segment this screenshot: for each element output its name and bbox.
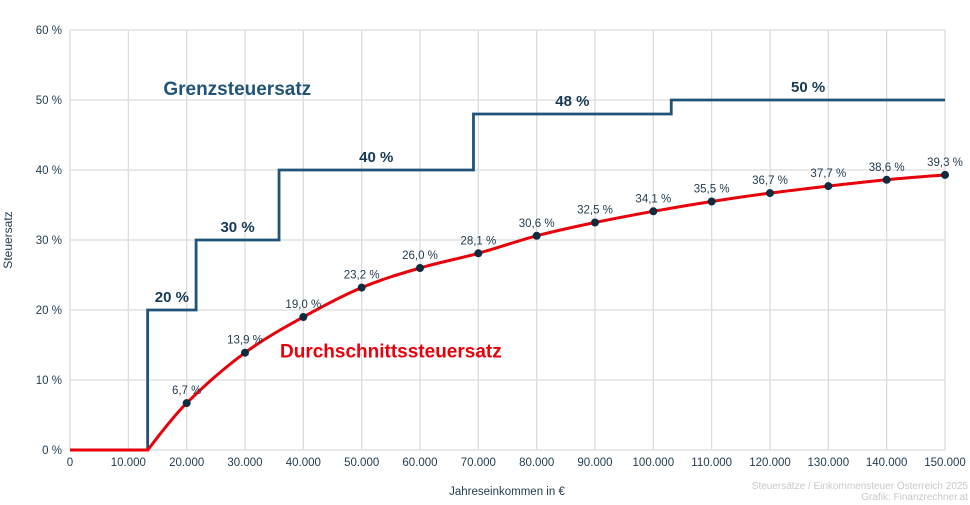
- x-tick-label: 80.000: [519, 457, 554, 469]
- x-tick-label: 110.000: [691, 457, 732, 469]
- data-point-marker: [241, 348, 249, 357]
- average-rate-title: Durchschnittssteuersatz: [280, 342, 502, 363]
- x-tick-label: 20.000: [169, 457, 204, 469]
- data-point-marker: [299, 313, 308, 321]
- data-point-label: 35,5 %: [694, 184, 730, 196]
- average-rate-series: 6,7 % 13,9 % 19,0 % 23,2 % 26,0 % 28,1 % 30,6 …: [70, 157, 963, 452]
- y-tick-label: 60 %: [36, 25, 62, 37]
- x-tick-label: 60.000: [402, 457, 437, 469]
- x-tick-label: 120.000: [749, 457, 791, 469]
- data-point-label: 13,9 %: [227, 335, 263, 347]
- x-tick-label: 90.000: [577, 457, 612, 469]
- data-point-label: 6,7 %: [172, 385, 201, 397]
- y-tick-label: 30 %: [36, 235, 62, 247]
- grid-lines: [69, 29, 946, 451]
- x-tick-label: 10.000: [111, 457, 146, 469]
- x-tick-label: 30.000: [227, 457, 262, 469]
- data-point-label: 36,7 %: [752, 175, 788, 187]
- marginal-rate-label: 50 %: [791, 79, 825, 96]
- data-point-marker: [532, 231, 541, 240]
- data-point-marker: [357, 283, 366, 292]
- data-point-marker: [649, 207, 658, 216]
- y-tick-label: 10 %: [36, 375, 62, 387]
- y-tick-label: 20 %: [36, 305, 62, 317]
- data-point-label: 30,6 %: [519, 218, 555, 230]
- marginal-rate-label: 48 %: [555, 93, 589, 110]
- x-tick-label: 50.000: [344, 457, 379, 469]
- data-point-marker: [766, 189, 774, 198]
- data-point-marker: [824, 182, 833, 191]
- x-tick-label: 0: [67, 457, 73, 469]
- x-tick-label: 140.000: [866, 457, 908, 469]
- y-tick-label: 0 %: [42, 445, 62, 457]
- marginal-rate-label: 30 %: [220, 219, 254, 236]
- x-tick-label: 150.000: [924, 457, 966, 469]
- data-point-label: 37,7 %: [810, 168, 846, 180]
- x-axis-label: Jahreseinkommen in €: [449, 486, 565, 498]
- data-point-marker: [182, 399, 191, 408]
- series-annotations: Grenzsteuersatz Durchschnittssteuersatz: [163, 79, 501, 363]
- data-point-label: 26,0 %: [402, 250, 438, 262]
- x-tick-label: 70.000: [461, 457, 496, 469]
- x-tick-label: 40.000: [286, 457, 321, 469]
- x-axis-ticks: 0 10.000 20.000 30.000 40.000 50.000 60.000 70.…: [67, 457, 966, 469]
- marginal-rate-series: 20 % 30 % 40 % 48 % 50 %: [70, 79, 945, 452]
- data-point-marker: [591, 218, 599, 227]
- data-point-label: 34,1 %: [635, 193, 671, 205]
- data-point-marker: [416, 264, 424, 272]
- marginal-rate-title: Grenzsteuersatz: [163, 79, 311, 100]
- x-tick-label: 130.000: [808, 457, 850, 469]
- data-point-label: 32,5 %: [577, 205, 613, 217]
- source-note-line: Grafik: Finanzrechner.at: [861, 492, 968, 500]
- data-point-label: 19,0 %: [285, 299, 321, 311]
- x-tick-label: 100.000: [633, 457, 675, 469]
- data-point-label: 28,1 %: [460, 235, 496, 247]
- data-point-marker: [882, 175, 891, 184]
- y-axis-ticks: 0 % 10 % 20 % 30 % 40 % 50 % 60 %: [36, 25, 62, 457]
- data-point-marker: [707, 197, 716, 206]
- marginal-rate-label: 20 %: [155, 289, 189, 306]
- data-point-marker: [474, 249, 483, 258]
- data-point-marker: [941, 170, 949, 179]
- y-tick-label: 40 %: [36, 165, 62, 177]
- marginal-rate-step-line: [70, 98, 945, 452]
- source-note-line: Steuersätze / Einkommensteuer Österreich…: [752, 480, 969, 492]
- source-note: Steuersätze / Einkommensteuer Österreich…: [752, 480, 969, 503]
- marginal-rate-label: 40 %: [359, 149, 393, 166]
- y-tick-label: 50 %: [36, 95, 62, 107]
- average-rate-curve: [70, 173, 946, 452]
- y-axis-label: Steuersatz: [1, 211, 15, 268]
- data-point-label: 23,2 %: [344, 270, 380, 282]
- data-point-label: 38,6 %: [869, 162, 905, 174]
- data-point-label: 39,3 %: [927, 157, 963, 169]
